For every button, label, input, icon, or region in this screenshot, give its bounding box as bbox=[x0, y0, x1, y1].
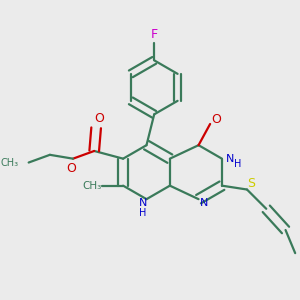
Text: CH₃: CH₃ bbox=[83, 181, 102, 191]
Text: H: H bbox=[139, 208, 146, 218]
Text: N: N bbox=[200, 198, 208, 208]
Text: O: O bbox=[66, 162, 76, 175]
Text: N: N bbox=[225, 154, 234, 164]
Text: O: O bbox=[94, 112, 104, 125]
Text: S: S bbox=[247, 177, 255, 190]
Text: F: F bbox=[151, 28, 158, 41]
Text: O: O bbox=[211, 113, 221, 126]
Text: CH₃: CH₃ bbox=[1, 158, 19, 167]
Text: N: N bbox=[139, 198, 147, 208]
Text: H: H bbox=[234, 160, 241, 170]
